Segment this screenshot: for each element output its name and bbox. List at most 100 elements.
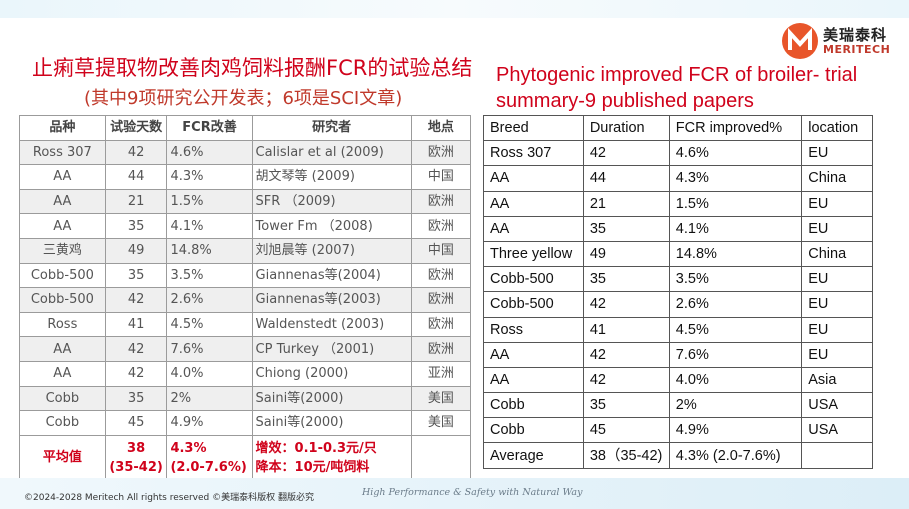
researcher-cell: CP Turkey （2001): [251, 336, 412, 362]
researcher-cell: 胡文琴等 (2009): [251, 164, 412, 190]
location-cell: 美国: [410, 410, 472, 436]
page-title-cn: 止痢草提取物改善肉鸡饲料报酬FCR的试验总结: [32, 56, 473, 80]
days-cell: 35: [104, 385, 168, 412]
breed-cell: Ross: [483, 316, 584, 343]
fcr-cell: 4.9%: [166, 410, 253, 436]
fcr-cell: 7.6%: [166, 336, 253, 362]
location-cell: 中国: [410, 164, 472, 190]
table-row: Ross 307 42 4.6% Calislar et al (2009) 欧洲: [19, 139, 472, 166]
fcr-improved-cell: 4.1%: [668, 215, 803, 242]
location-cell: EU: [801, 291, 873, 318]
breed-cell: AA: [483, 366, 584, 394]
fcr-improved-cell: 4.9%: [668, 417, 803, 444]
location-cell: 欧洲: [410, 336, 472, 362]
table-row: Cobb 45 4.9% Saini等(2000) 美国: [19, 410, 472, 436]
fcr-improved-cell: 1.5%: [668, 190, 803, 217]
table-row: Three yellow 49 14.8% China: [483, 240, 873, 268]
fcr-cell: 1.5%: [166, 188, 253, 215]
breed-cell: AA: [483, 190, 584, 217]
meritech-logo: 美瑞泰科 MERITECH: [781, 22, 909, 62]
top-decorative-band: [0, 0, 909, 18]
days-cell: 42: [104, 336, 168, 362]
table-row: Cobb-500 35 3.5% EU: [483, 266, 873, 293]
breed-cell: AA: [483, 215, 584, 242]
fcr-improved-cell: 14.8%: [668, 240, 803, 268]
duration-cell: 35: [582, 392, 670, 419]
researcher-cell: Calislar et al (2009): [251, 139, 412, 166]
table-row: 三黄鸡 49 14.8% 刘旭晨等 (2007) 中国: [19, 237, 472, 264]
fcr-improved-cell: 7.6%: [668, 341, 803, 368]
table-row: AA 42 4.0% Asia: [483, 366, 873, 394]
average-row: 平均值 38 (35-42) 4.3% (2.0-7.6%) 增效：0.1-0.3元/只降…: [19, 434, 472, 481]
researcher-cell: Waldenstedt (2003): [251, 311, 412, 338]
location-cell: EU: [801, 316, 873, 343]
fcr-cell: 4.6%: [166, 139, 253, 166]
duration-cell: 41: [582, 316, 670, 343]
average-note-cell-line-1: 增效：0.1-0.3元/只: [255, 440, 377, 456]
column-header-breed: Breed: [483, 114, 584, 142]
column-header-breed: 品种: [19, 115, 106, 141]
days-cell: 41: [104, 311, 168, 338]
days-cell: 21: [104, 188, 168, 215]
researcher-cell: 刘旭晨等 (2007): [251, 237, 412, 264]
duration-cell: 42: [582, 341, 670, 368]
breed-cell: Cobb-500: [19, 262, 106, 289]
breed-cell: Cobb: [19, 410, 106, 436]
average-fcr-cell-line-1: 4.3%: [170, 440, 207, 456]
breed-cell: Average: [483, 442, 584, 469]
days-cell: 44: [104, 164, 168, 190]
breed-cell: Ross 307: [483, 140, 584, 167]
logo-name-en: MERITECH: [823, 43, 891, 56]
fcr-improved-cell: 4.3% (2.0-7.6%): [668, 442, 803, 469]
column-header-fcr-improved: FCR improved%: [668, 114, 803, 142]
days-cell: 42: [104, 139, 168, 166]
table-row: AA 35 4.1% Tower Fm （2008) 欧洲: [19, 213, 472, 239]
average-days-cell: 38 (35-42): [104, 434, 168, 481]
average-fcr-cell: 4.3% (2.0-7.6%): [166, 434, 253, 481]
breed-cell: Ross: [19, 311, 106, 338]
fcr-improved-cell: 4.6%: [668, 140, 803, 167]
fcr-cell: 4.0%: [166, 360, 253, 387]
average-note-cell: 增效：0.1-0.3元/只 降本：10元/吨饲料: [251, 434, 412, 481]
fcr-cell: 2.6%: [166, 287, 253, 313]
table-row: Cobb-500 42 2.6% Giannenas等(2003) 欧洲: [19, 287, 472, 313]
breed-cell: Cobb-500: [483, 291, 584, 318]
fcr-improved-cell: 2%: [668, 392, 803, 419]
table-row: AA 42 4.0% Chiong (2000) 亚洲: [19, 360, 472, 387]
researcher-cell: Saini等(2000): [251, 385, 412, 412]
location-cell: 欧洲: [410, 311, 472, 338]
breed-cell: AA: [19, 336, 106, 362]
location-cell: EU: [801, 215, 873, 242]
researcher-cell: Chiong (2000): [251, 360, 412, 387]
table-row: AA 21 1.5% SFR （2009) 欧洲: [19, 188, 472, 215]
location-cell: 欧洲: [410, 213, 472, 239]
meritech-logo-mark-icon: [782, 23, 818, 59]
fcr-improved-cell: 3.5%: [668, 266, 803, 293]
researcher-cell: Giannenas等(2004): [251, 262, 412, 289]
duration-cell: 49: [582, 240, 670, 268]
average-row: Average 38（35-42) 4.3% (2.0-7.6%): [483, 442, 873, 469]
table-row: Cobb-500 35 3.5% Giannenas等(2004) 欧洲: [19, 262, 472, 289]
duration-cell: 42: [582, 140, 670, 167]
breed-cell: Three yellow: [483, 240, 584, 268]
location-cell: China: [801, 240, 873, 268]
location-cell: 欧洲: [410, 188, 472, 215]
table-row: AA 42 7.6% CP Turkey （2001) 欧洲: [19, 336, 472, 362]
table-row: Ross 41 4.5% Waldenstedt (2003) 欧洲: [19, 311, 472, 338]
table-row: AA 44 4.3% China: [483, 165, 873, 192]
fcr-cell: 4.1%: [166, 213, 253, 239]
breed-cell: Cobb-500: [483, 266, 584, 293]
location-cell: 欧洲: [410, 287, 472, 313]
breed-cell: 三黄鸡: [19, 237, 106, 264]
duration-cell: 21: [582, 190, 670, 217]
location-cell: EU: [801, 266, 873, 293]
table-row: Cobb 35 2% USA: [483, 392, 873, 419]
table-row: Cobb 45 4.9% USA: [483, 417, 873, 444]
column-header-fcr: FCR改善: [166, 115, 253, 141]
breed-cell: AA: [483, 165, 584, 192]
duration-cell: 38（35-42): [582, 442, 670, 469]
table-row: AA 42 7.6% EU: [483, 341, 873, 368]
researcher-cell: Giannenas等(2003): [251, 287, 412, 313]
location-cell: 美国: [410, 385, 472, 412]
footer-slogan: High Performance & Safety with Natural W…: [362, 487, 583, 498]
